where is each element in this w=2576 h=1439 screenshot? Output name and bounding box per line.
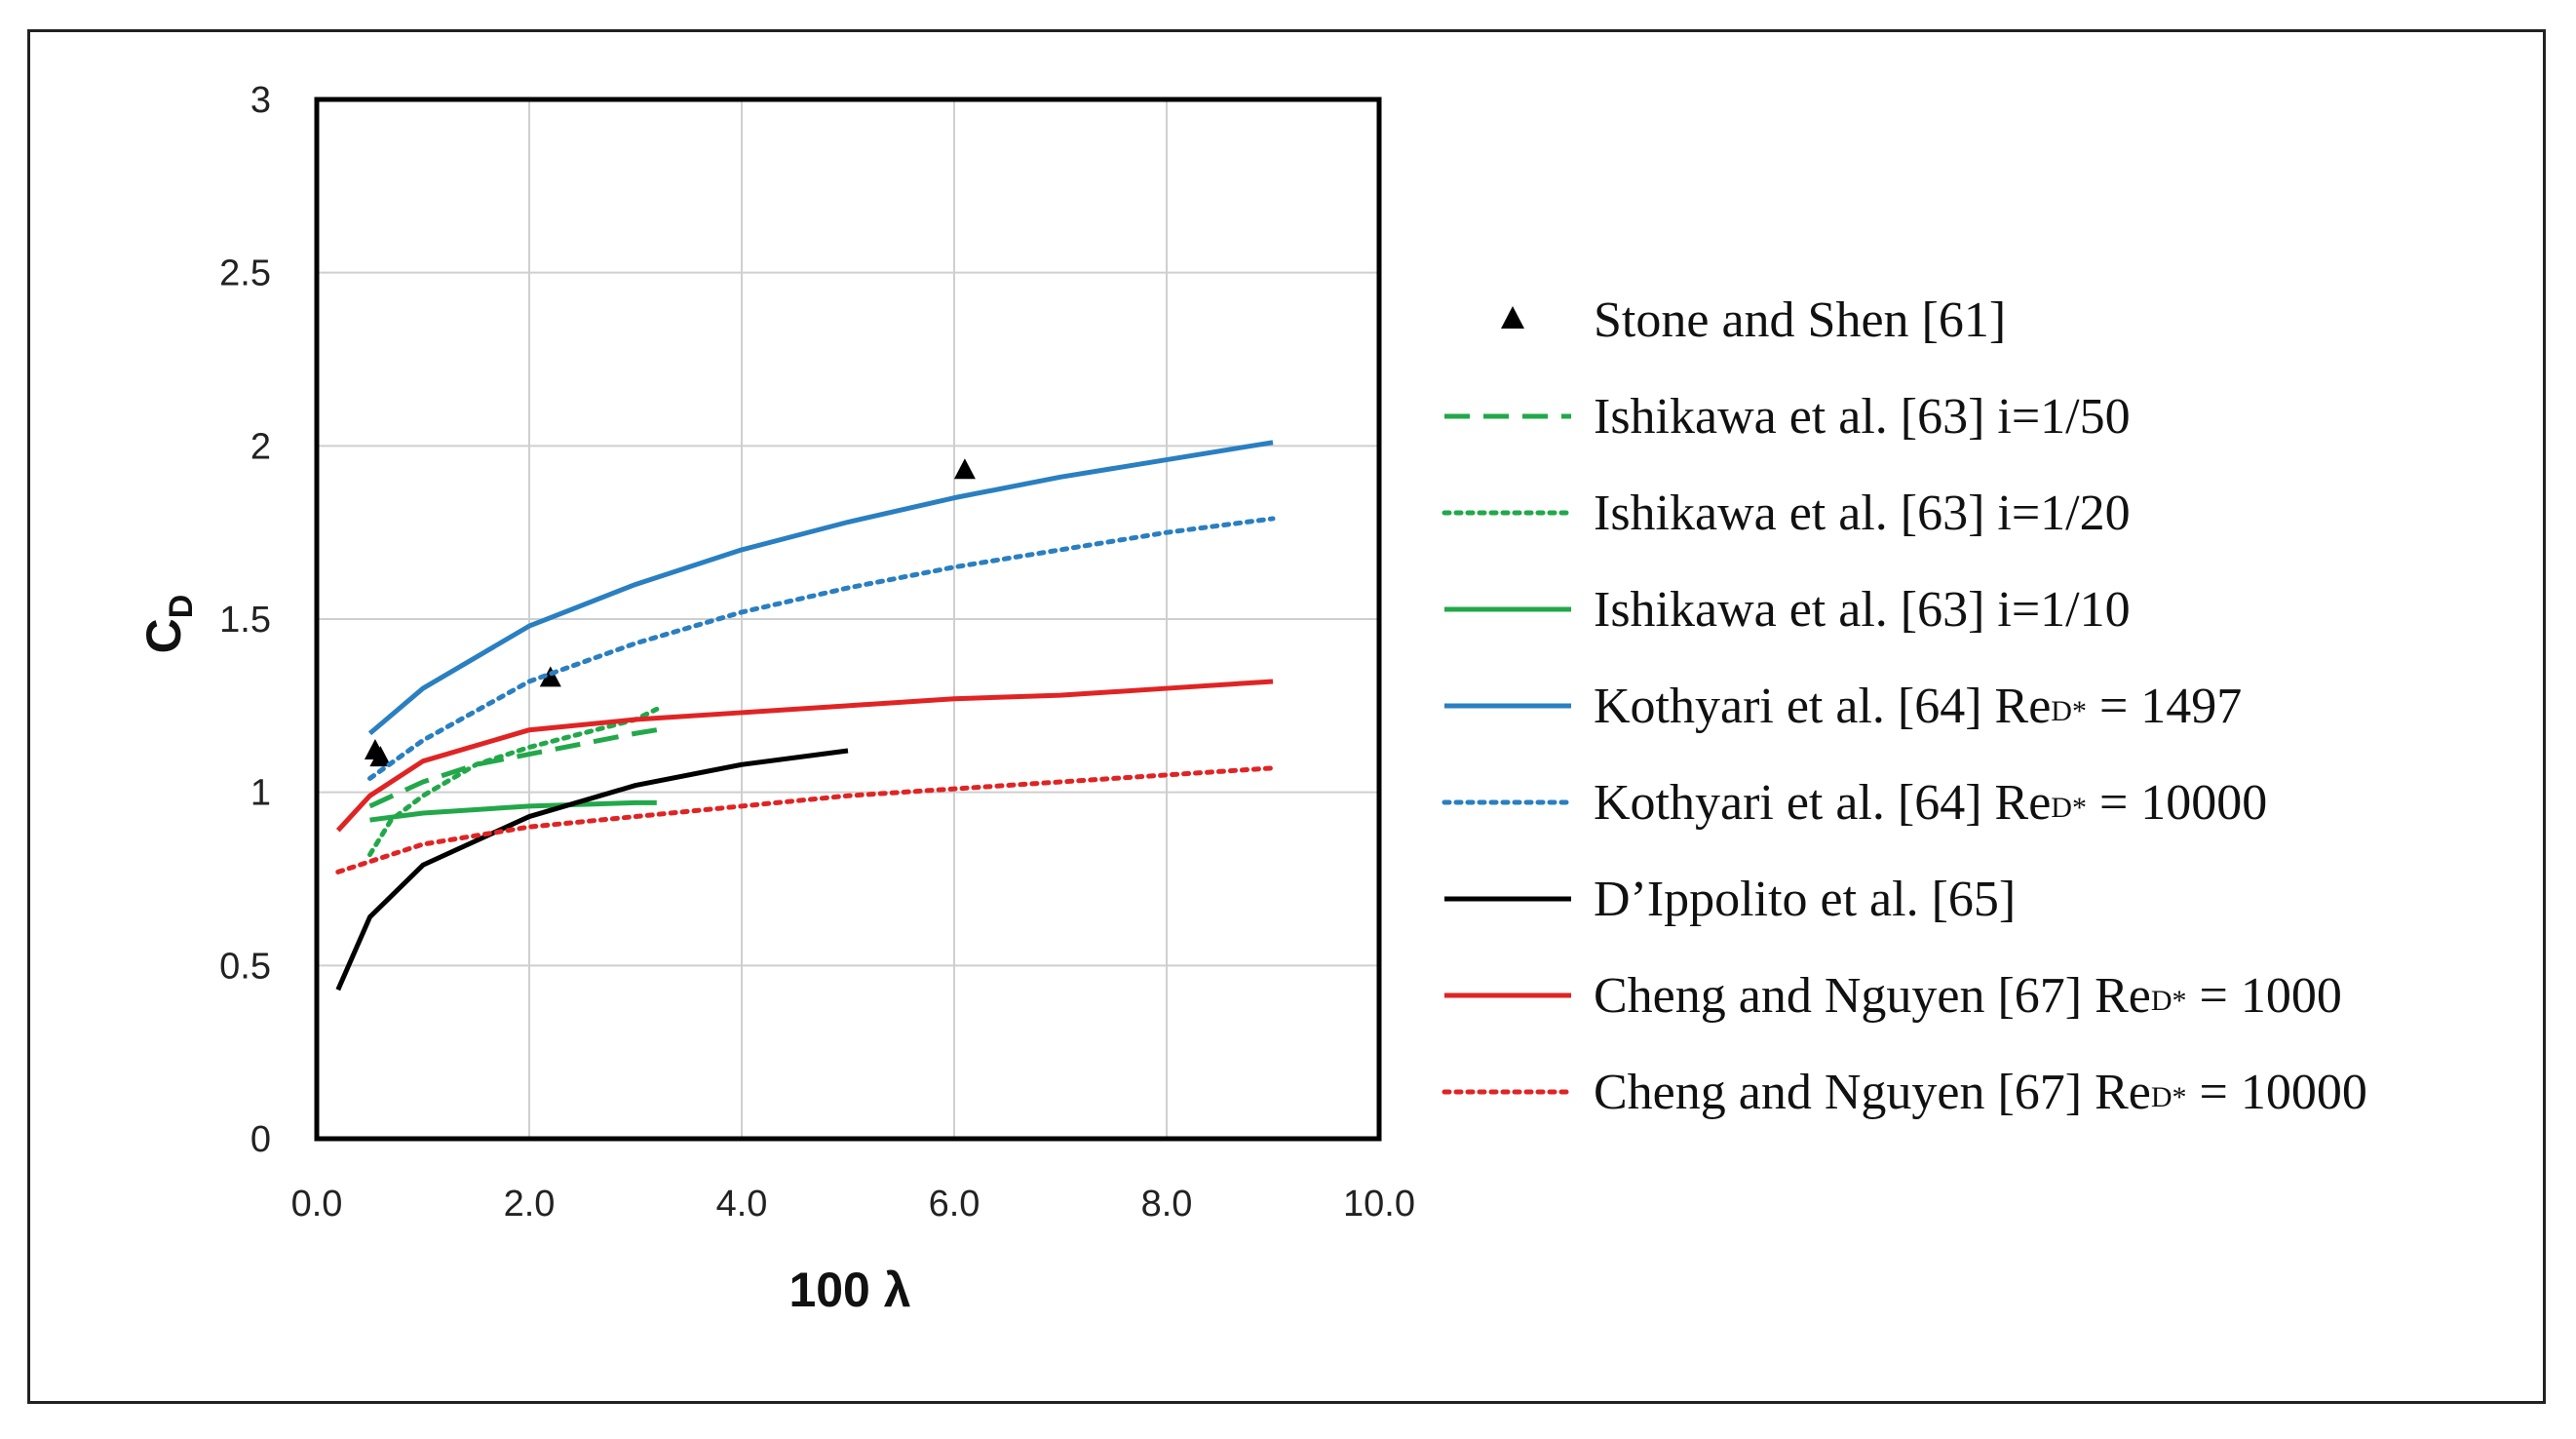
legend-label-main: Cheng and Nguyen [67] Re — [1594, 1065, 2151, 1120]
legend-label: D’Ippolito et al. [65] — [1594, 872, 2016, 927]
y-tick-label: 0.5 — [219, 946, 271, 987]
legend-label: Ishikawa et al. [63] i=1/10 — [1594, 582, 2131, 638]
legend-label-main: Ishikawa et al. [63] i=1/10 — [1594, 582, 2131, 638]
legend-item: Cheng and Nguyen [67] ReD* = 1000 — [1444, 968, 2342, 1024]
series-8 — [335, 765, 1276, 875]
y-axis-title-sub: D — [163, 595, 200, 619]
legend-marker — [1501, 306, 1524, 329]
data-point — [953, 458, 976, 480]
legend-label-main: D’Ippolito et al. [65] — [1594, 872, 2016, 927]
x-tick-label: 4.0 — [716, 1184, 768, 1225]
legend-label-main: Ishikawa et al. [63] i=1/50 — [1594, 389, 2131, 445]
legend-label: Stone and Shen [61] — [1594, 292, 2006, 348]
legend-label: Cheng and Nguyen [67] ReD* = 1000 — [1594, 968, 2342, 1024]
y-axis-title: CD — [136, 595, 200, 654]
series-2 — [367, 706, 660, 858]
x-tick-label: 10.0 — [1343, 1184, 1415, 1225]
series-line — [367, 516, 1276, 781]
series-line — [335, 765, 1276, 875]
x-tick-label: 2.0 — [504, 1184, 556, 1225]
gridlines — [316, 98, 1380, 1140]
y-tick-label: 1 — [250, 773, 271, 814]
legend-item: D’Ippolito et al. [65] — [1444, 872, 2016, 927]
legend-item: Kothyari et al. [64] ReD* = 10000 — [1442, 775, 2267, 831]
series-line — [368, 727, 658, 809]
x-tick-label: 6.0 — [929, 1184, 980, 1225]
series-7 — [335, 679, 1274, 833]
series-1 — [368, 727, 658, 809]
legend-item: Ishikawa et al. [63] i=1/20 — [1442, 486, 2131, 541]
series-line — [367, 440, 1274, 736]
legend-label-tail: = 1497 — [2087, 679, 2242, 734]
data-point — [539, 666, 561, 687]
legend-item: Ishikawa et al. [63] i=1/50 — [1444, 389, 2131, 445]
legend-item: Stone and Shen [61] — [1501, 292, 2006, 348]
legend-label: Cheng and Nguyen [67] ReD* = 10000 — [1594, 1065, 2367, 1120]
legend-label: Ishikawa et al. [63] i=1/20 — [1594, 486, 2131, 541]
legend-label-tail: = 1000 — [2187, 968, 2342, 1024]
series-line — [367, 706, 660, 858]
series-line — [335, 679, 1274, 833]
x-tick-label: 0.0 — [291, 1184, 343, 1225]
y-tick-labels: 0 0.5 1 1.5 2 2.5 3 — [219, 80, 271, 1160]
legend-item: Ishikawa et al. [63] i=1/10 — [1444, 582, 2131, 638]
data-point — [369, 746, 392, 767]
x-tick-labels: 0.0 2.0 4.0 6.0 8.0 10.0 — [291, 1184, 1415, 1225]
legend-label-sub: D* — [2151, 985, 2187, 1017]
x-axis-title: 100 λ — [788, 1263, 910, 1317]
y-tick-label: 3 — [250, 80, 271, 121]
y-tick-label: 2 — [250, 426, 271, 467]
legend-label-tail: = 10000 — [2187, 1065, 2367, 1120]
legend-label-main: Kothyari et al. [64] Re — [1594, 775, 2051, 831]
legend-label: Kothyari et al. [64] ReD* = 1497 — [1594, 679, 2242, 734]
y-tick-label: 0 — [250, 1119, 271, 1160]
legend-label-sub: D* — [2051, 695, 2087, 727]
series-layer — [335, 440, 1276, 992]
series-line — [335, 748, 849, 992]
legend: Stone and Shen [61] Ishikawa et al. [63] … — [1442, 292, 2367, 1120]
series-0 — [364, 458, 976, 767]
legend-label-main: Cheng and Nguyen [67] Re — [1594, 968, 2151, 1024]
figure-frame — [27, 29, 2546, 1404]
legend-label-main: Kothyari et al. [64] Re — [1594, 679, 2051, 734]
y-tick-label: 1.5 — [219, 600, 271, 641]
plot-area — [314, 97, 1382, 1142]
series-line — [369, 799, 657, 823]
y-tick-label: 2.5 — [219, 253, 271, 294]
legend-label-main: Stone and Shen [61] — [1594, 292, 2006, 348]
legend-label: Kothyari et al. [64] ReD* = 10000 — [1594, 775, 2267, 831]
series-6 — [335, 748, 849, 992]
series-3 — [369, 799, 657, 823]
series-5 — [367, 516, 1276, 781]
legend-label: Ishikawa et al. [63] i=1/50 — [1594, 389, 2131, 445]
legend-label-sub: D* — [2051, 792, 2087, 824]
x-tick-label: 8.0 — [1141, 1184, 1193, 1225]
legend-item: Cheng and Nguyen [67] ReD* = 10000 — [1442, 1065, 2367, 1120]
legend-label-sub: D* — [2151, 1081, 2187, 1113]
legend-item: Kothyari et al. [64] ReD* = 1497 — [1444, 679, 2242, 734]
legend-label-tail: = 10000 — [2087, 775, 2267, 831]
y-axis-title-main: C — [136, 618, 191, 653]
series-4 — [367, 440, 1274, 736]
legend-label-main: Ishikawa et al. [63] i=1/20 — [1594, 486, 2131, 541]
